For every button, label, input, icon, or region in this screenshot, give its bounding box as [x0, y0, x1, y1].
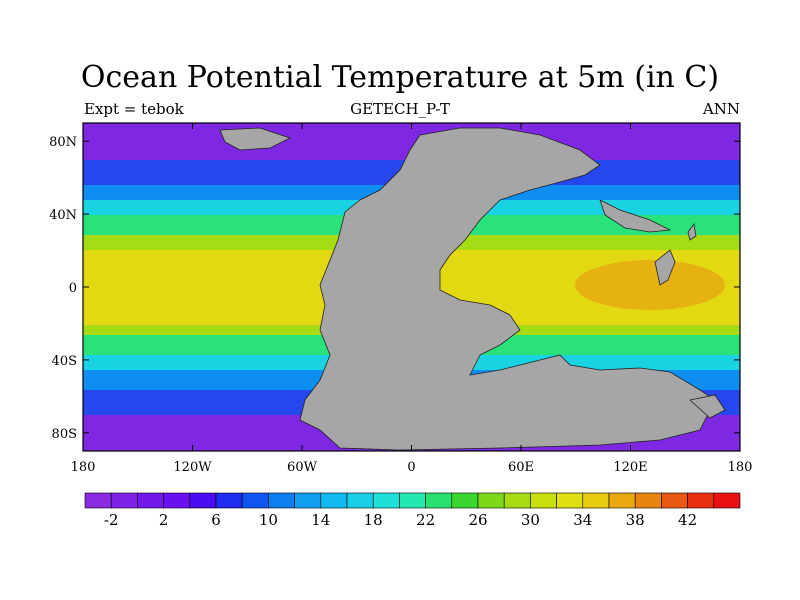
colorbar-swatch: [713, 492, 741, 509]
colorbar-swatch: [268, 492, 295, 509]
colorbar-swatch: [163, 492, 191, 509]
colorbar-swatch: [582, 492, 610, 509]
eastern-island-small: [654, 249, 676, 286]
colorbar-swatch: [451, 492, 479, 509]
land-masses: [219, 127, 726, 451]
colorbar-swatch: [137, 492, 164, 509]
lat-tick-label: 80N: [49, 135, 77, 150]
colorbar-label: 34: [573, 511, 592, 529]
experiment-label: Expt = tebok: [84, 100, 184, 118]
lon-tick-label: 120E: [613, 460, 647, 475]
ocean-hot-pool-west: [85, 263, 195, 307]
lon-tick-label: 0: [407, 460, 415, 475]
colorbar-swatch: [346, 492, 374, 509]
eastern-islet: [687, 223, 697, 241]
southern-tip: [689, 394, 726, 419]
longitude-axis: 180 120W 60W 0 60E 120E 180: [71, 123, 753, 475]
lat-tick-label: 40N: [49, 208, 77, 223]
colorbar-label: 14: [311, 511, 330, 529]
map-title: Ocean Potential Temperature at 5m (in C): [80, 60, 720, 95]
colorbar-swatch: [687, 492, 715, 509]
colorbar-swatch: [530, 492, 557, 509]
colorbar-label: 30: [521, 511, 540, 529]
colorbar-swatch: [399, 492, 426, 509]
colorbar-swatch: [608, 492, 636, 509]
map-plot-area: [83, 123, 740, 451]
lon-tick-label: 120W: [173, 460, 212, 475]
colorbar-swatch: [477, 492, 505, 509]
ocean-hot-pool-east: [575, 260, 725, 310]
lon-tick-label: 180: [728, 460, 753, 475]
dataset-label: GETECH_P-T: [350, 100, 450, 118]
colorbar-swatch: [241, 492, 269, 509]
colorbar-label: 38: [626, 511, 645, 529]
pangaea-landmass: [299, 127, 716, 451]
colorbar: -2 2 6 10 14 18 22 26 30 34 38 42: [84, 492, 741, 529]
colorbar-swatch: [503, 492, 531, 509]
lat-tick-label: 40S: [52, 354, 77, 369]
lon-tick-label: 60E: [508, 460, 534, 475]
colorbar-label: -2: [104, 511, 119, 529]
colorbar-swatch: [634, 492, 662, 509]
north-polar-island: [219, 127, 292, 151]
season-label: ANN: [702, 100, 740, 118]
colorbar-swatch: [189, 492, 217, 509]
colorbar-swatch: [110, 492, 138, 509]
colorbar-label: 10: [259, 511, 278, 529]
lon-tick-label: 180: [71, 460, 96, 475]
colorbar-swatch: [661, 492, 688, 509]
colorbar-label: 18: [364, 511, 383, 529]
lat-tick-label: 0: [69, 281, 77, 296]
colorbar-label: 6: [211, 511, 221, 529]
colorbar-label: 42: [678, 511, 697, 529]
colorbar-label: 22: [416, 511, 435, 529]
colorbar-swatch: [84, 492, 112, 509]
colorbar-label: 2: [159, 511, 169, 529]
colorbar-swatch: [372, 492, 400, 509]
lon-tick-label: 60W: [287, 460, 318, 475]
colorbar-label: 26: [468, 511, 487, 529]
colorbar-swatch: [556, 492, 584, 509]
eastern-island-large: [599, 199, 672, 233]
latitude-axis: 80N 40N 0 40S 80S: [49, 135, 740, 442]
lat-tick-label: 80S: [52, 427, 77, 442]
colorbar-swatch: [320, 492, 348, 509]
colorbar-swatch: [425, 492, 453, 509]
colorbar-swatch: [215, 492, 243, 509]
colorbar-swatch: [294, 492, 322, 509]
